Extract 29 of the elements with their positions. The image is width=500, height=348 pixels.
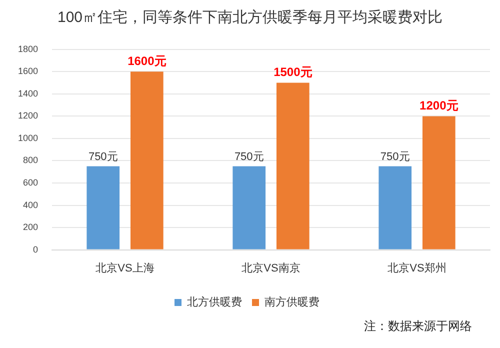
y-tick-label: 400 bbox=[22, 200, 38, 210]
x-tick-label: 北京VS上海 bbox=[96, 261, 154, 274]
legend-label: 北方供暖费 bbox=[187, 296, 242, 309]
x-tick-label: 北京VS南京 bbox=[242, 261, 300, 274]
y-tick-label: 1000 bbox=[18, 132, 38, 143]
x-tick-label: 北京VS郑州 bbox=[388, 261, 446, 274]
y-tick-label: 600 bbox=[22, 177, 38, 188]
data-label: 750元 bbox=[234, 150, 264, 163]
y-tick-label: 200 bbox=[22, 222, 38, 232]
data-label: 750元 bbox=[380, 150, 410, 163]
bar bbox=[130, 72, 164, 250]
chart-title: 100㎡住宅，同等条件下南北方供暖季每月平均采暖费对比 bbox=[56, 8, 444, 27]
y-tick-label: 1200 bbox=[18, 110, 38, 121]
bar bbox=[276, 82, 310, 250]
legend-label: 南方供暖费 bbox=[264, 296, 320, 309]
data-label: 1600元 bbox=[128, 54, 166, 68]
data-label: 750元 bbox=[88, 150, 118, 163]
text: 注：数据来源于网络 bbox=[364, 318, 472, 335]
bar bbox=[378, 166, 412, 250]
y-tick-label: 1600 bbox=[18, 66, 38, 76]
data-label: 1500元 bbox=[274, 65, 312, 80]
y-tick-label: 1400 bbox=[18, 88, 38, 98]
bar bbox=[422, 116, 456, 250]
y-tick-label: 0 bbox=[33, 244, 38, 254]
y-tick-label: 800 bbox=[22, 155, 38, 166]
bar bbox=[232, 166, 266, 250]
data-label: 1200元 bbox=[420, 98, 458, 113]
bar bbox=[86, 166, 120, 250]
y-tick-label: 1800 bbox=[18, 44, 38, 54]
